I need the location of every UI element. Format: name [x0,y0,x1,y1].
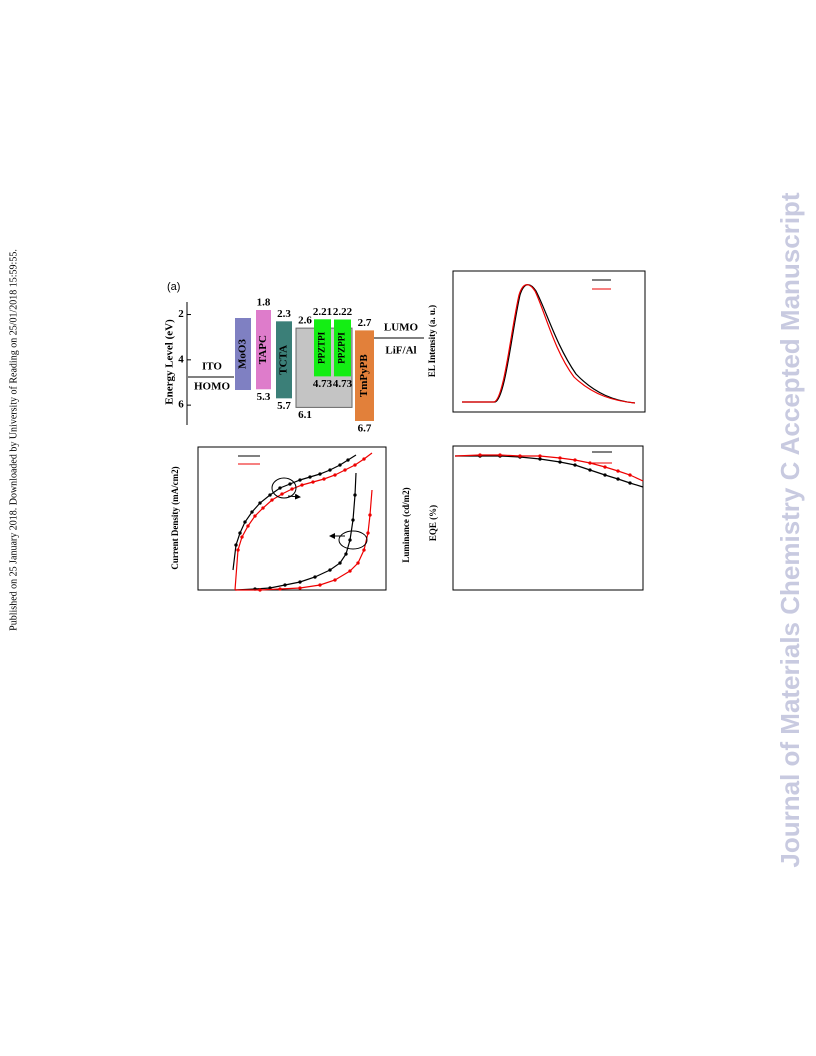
curve [234,452,373,591]
curve [454,453,644,482]
level-label: 5.7 [277,400,291,412]
arrow [287,493,301,500]
axis-label: Energy Level (eV) [164,319,176,405]
level-label: 4.73 [313,378,333,390]
level-label: 5.3 [257,391,271,403]
curve [455,454,644,488]
curve [462,284,636,404]
layer-box [355,330,374,421]
level-label: 2.3 [277,308,291,320]
el-panel: EL Intensity (a. u.) [427,270,646,413]
layer-box [256,310,271,390]
layer-label: TCTA [278,345,290,375]
eqe-panel: EQE (%) [428,445,644,591]
layer-label: PPZTPI [317,331,327,363]
layer-box [314,319,331,377]
curve [462,284,636,404]
tick-label: 6 [178,399,184,411]
level-label: 6.1 [298,409,312,421]
layer-box [334,319,351,377]
layer-label: MoO3 [237,339,249,369]
axis-label: EQE (%) [428,505,438,541]
layer-box [276,321,292,399]
axis-label: EL Intensity (a. u.) [427,305,437,377]
layer-label: PPZPPI [337,332,347,364]
level-label: 2.21 [313,306,332,318]
axis-label: Luminance (cd/m2) [401,487,411,562]
curve [232,454,357,571]
plot-frame [452,270,646,413]
level-label: 2.22 [333,306,353,318]
layer-label: TmPyPB [358,354,370,397]
plot-frame [197,446,387,591]
jvl-panel: Current Density (mA/cm2) Luminance (cd/m… [170,446,411,592]
callout [338,530,368,550]
curve [235,489,373,592]
electrode-label: LiF/Al [385,345,416,357]
watermark: Journal of Materials Chemistry C Accepte… [775,192,805,868]
electrode-label: LUMO [384,322,419,334]
side-note: Published on 25 January 2018. Downloaded… [8,249,19,631]
plot-frame [452,445,644,591]
tick-label: 4 [178,353,184,365]
electrode-label: HOMO [194,381,230,393]
level-label: 2.6 [298,315,312,327]
level-label: 6.7 [358,423,372,435]
level-label: 2.7 [358,317,372,329]
axis-label: Current Density (mA/cm2) [170,466,180,569]
callout [271,477,297,499]
level-label: 1.8 [257,297,271,309]
panel-label: (a) [167,281,180,293]
energy-diagram: (a) Energy Level (eV) ITO HOMO LUMO LiF/… [164,281,424,435]
level-label: 4.73 [333,378,353,390]
layer-label: TAPC [257,335,269,364]
electrode-label: ITO [202,361,222,373]
tick-label: 2 [178,308,184,320]
layer-box [235,318,251,390]
